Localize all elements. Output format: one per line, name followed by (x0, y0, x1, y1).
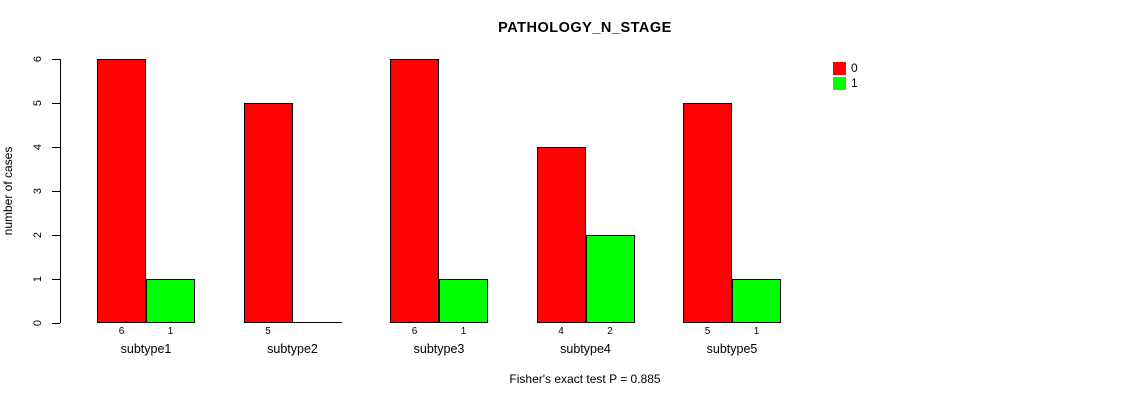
bar-subtype4-1 (585, 235, 635, 323)
bar-subtype1-0 (97, 59, 146, 323)
x-category-label: subtype1 (120, 342, 172, 356)
bar-value-label: 6 (411, 326, 418, 337)
bar-subtype2-1 (292, 322, 342, 323)
y-tick-label: 2 (32, 231, 44, 239)
bar-subtype1-1 (146, 279, 195, 323)
bar-value-label: 2 (607, 326, 613, 337)
y-tick-label: 4 (32, 143, 44, 151)
legend-swatch-green (833, 77, 846, 90)
bar-value-label: 1 (753, 326, 760, 337)
bar-value-label: 6 (118, 326, 125, 337)
x-category-label: subtype5 (706, 342, 758, 356)
y-tick-label: 3 (32, 187, 44, 195)
bar-subtype3-0 (390, 59, 439, 323)
y-tick-label: 1 (32, 275, 44, 283)
chart-title: PATHOLOGY_N_STAGE (498, 20, 672, 36)
x-category-label: subtype4 (560, 342, 611, 356)
legend-label-1: 1 (851, 76, 858, 90)
bar-value-label: 1 (460, 326, 467, 337)
y-tick-label: 6 (32, 55, 44, 63)
y-tick (52, 323, 60, 324)
y-tick-label: 5 (32, 99, 44, 107)
bar-value-label: 5 (265, 326, 271, 337)
bar-subtype3-1 (439, 279, 488, 323)
y-axis-label: number of cases (1, 146, 15, 236)
y-tick (52, 59, 60, 60)
y-tick (52, 235, 60, 236)
legend: 0 1 (833, 62, 858, 92)
y-tick (52, 147, 60, 148)
y-tick (52, 191, 60, 192)
bar-value-label: 5 (704, 326, 711, 337)
legend-item-1: 1 (833, 77, 858, 90)
legend-item-0: 0 (833, 62, 858, 75)
y-tick (52, 103, 60, 104)
footer-note: Fisher's exact test P = 0.885 (509, 372, 661, 386)
bar-value-label: 1 (167, 326, 174, 337)
bar-value-label: 4 (558, 326, 564, 337)
y-tick (52, 279, 60, 280)
y-tick-label: 0 (32, 319, 44, 327)
bar-subtype2-0 (243, 103, 293, 323)
legend-label-0: 0 (851, 61, 858, 75)
legend-swatch-red (833, 62, 846, 75)
y-axis-line (60, 59, 61, 323)
bar-subtype4-0 (536, 147, 586, 323)
x-category-label: subtype3 (413, 342, 465, 356)
bar-subtype5-1 (732, 279, 781, 323)
x-category-label: subtype2 (267, 342, 318, 356)
bar-subtype5-0 (683, 103, 732, 323)
